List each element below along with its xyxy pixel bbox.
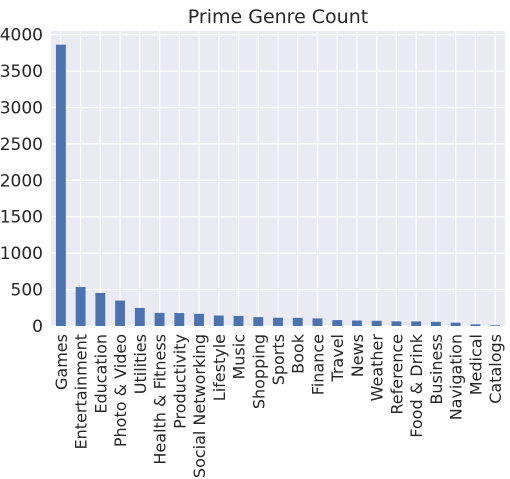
y-tick-label: 4000 (0, 26, 43, 46)
bar (430, 321, 441, 326)
bar (253, 317, 264, 326)
bar (194, 313, 204, 326)
x-tick-label: Entertainment (72, 334, 91, 449)
x-tick-label: Reference (387, 334, 406, 415)
y-tick-label: 0 (32, 317, 43, 337)
bar (292, 317, 303, 326)
x-tick-label: Sports (269, 334, 288, 385)
x-tick-label: Utilities (131, 334, 150, 394)
x-tick-label: Lifestyle (210, 334, 229, 401)
x-tick-label: Photo & Video (111, 334, 130, 447)
y-tick-label: 3500 (0, 62, 43, 82)
bar (213, 315, 224, 326)
y-tick-label: 2000 (0, 171, 43, 191)
bar (233, 315, 244, 326)
bar (174, 313, 185, 326)
y-tick-label: 3000 (0, 98, 43, 118)
bar (115, 300, 126, 326)
x-tick-label: Shopping (249, 334, 268, 409)
x-tick-label: Catalogs (486, 334, 505, 404)
bar (273, 317, 283, 326)
y-tick-label: 2500 (0, 135, 43, 155)
x-tick-label: Book (289, 333, 308, 374)
bar (312, 318, 323, 326)
x-tick-label: Travel (328, 334, 347, 383)
x-tick-label: Health & Fitness (151, 334, 170, 465)
bar (391, 321, 402, 326)
bar (332, 320, 343, 326)
bar (75, 287, 86, 326)
x-tick-label: Medical (466, 334, 485, 395)
x-tick-label: Social Networking (190, 334, 209, 478)
x-tick-label: Weather (368, 334, 387, 402)
y-tick-label: 1000 (0, 244, 43, 264)
bar (134, 307, 145, 326)
x-tick-label: Business (427, 334, 446, 405)
y-tick-label: 500 (11, 281, 43, 301)
bar (371, 320, 382, 326)
bar (470, 324, 481, 326)
bar (154, 312, 165, 326)
bar (490, 325, 501, 326)
y-axis-ticks: 0 500 1000 1500 2000 2500 3000 3500 4000 (0, 26, 43, 337)
x-tick-label: Music (230, 334, 249, 380)
bar (95, 293, 106, 326)
x-tick-label: Productivity (170, 334, 189, 429)
x-tick-label: News (348, 334, 367, 377)
bars (55, 44, 501, 327)
x-tick-label: Finance (308, 334, 327, 395)
y-tick-label: 1500 (0, 208, 43, 228)
x-axis-ticks: Games Entertainment Education Photo & Video… (52, 333, 505, 478)
chart-title: Prime Genre Count (188, 6, 368, 28)
x-tick-label: Food & Drink (407, 333, 426, 438)
bar (352, 320, 362, 326)
bar (411, 321, 422, 326)
bar (55, 44, 66, 327)
x-tick-label: Games (52, 334, 71, 390)
x-tick-label: Education (91, 334, 110, 414)
x-tick-label: Navigation (447, 334, 466, 420)
bar (450, 322, 461, 326)
